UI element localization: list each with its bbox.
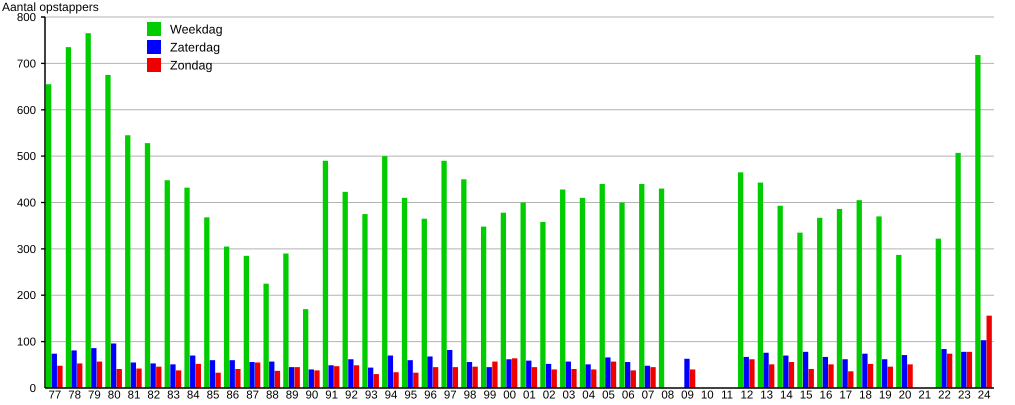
svg-text:99: 99 [483, 390, 496, 401]
svg-text:0: 0 [30, 383, 36, 395]
svg-text:06: 06 [622, 390, 635, 401]
svg-text:89: 89 [286, 390, 299, 401]
svg-text:05: 05 [602, 390, 615, 401]
svg-text:400: 400 [17, 198, 36, 210]
svg-text:78: 78 [68, 390, 81, 401]
svg-text:79: 79 [88, 390, 101, 401]
svg-text:17: 17 [839, 390, 852, 401]
svg-text:23: 23 [958, 390, 971, 401]
svg-text:85: 85 [207, 390, 220, 401]
svg-text:87: 87 [246, 390, 259, 401]
svg-text:84: 84 [187, 390, 200, 401]
svg-text:91: 91 [325, 390, 338, 401]
svg-text:500: 500 [17, 151, 36, 163]
svg-text:03: 03 [563, 390, 576, 401]
svg-text:90: 90 [306, 390, 319, 401]
svg-text:80: 80 [108, 390, 121, 401]
svg-text:04: 04 [582, 390, 595, 401]
svg-text:Zaterdag: Zaterdag [170, 41, 220, 55]
svg-text:86: 86 [226, 390, 239, 401]
svg-text:02: 02 [543, 390, 556, 401]
svg-text:16: 16 [820, 390, 833, 401]
svg-text:22: 22 [938, 390, 951, 401]
svg-text:96: 96 [424, 390, 437, 401]
svg-text:600: 600 [17, 105, 36, 117]
svg-text:82: 82 [147, 390, 160, 401]
svg-text:81: 81 [128, 390, 141, 401]
svg-text:15: 15 [800, 390, 813, 401]
svg-text:83: 83 [167, 390, 180, 401]
svg-text:200: 200 [17, 290, 36, 302]
svg-text:97: 97 [444, 390, 457, 401]
svg-text:94: 94 [385, 390, 398, 401]
svg-text:12: 12 [740, 390, 753, 401]
svg-text:18: 18 [859, 390, 872, 401]
svg-text:100: 100 [17, 337, 36, 349]
svg-text:300: 300 [17, 244, 36, 256]
svg-text:77: 77 [48, 390, 61, 401]
svg-text:92: 92 [345, 390, 358, 401]
svg-text:13: 13 [760, 390, 773, 401]
svg-text:Aantal opstappers: Aantal opstappers [2, 0, 99, 14]
svg-text:24: 24 [978, 390, 991, 401]
svg-text:00: 00 [503, 390, 516, 401]
svg-text:14: 14 [780, 390, 793, 401]
svg-text:19: 19 [879, 390, 892, 401]
svg-text:21: 21 [918, 390, 931, 401]
svg-text:20: 20 [899, 390, 912, 401]
svg-text:10: 10 [701, 390, 714, 401]
svg-text:09: 09 [681, 390, 694, 401]
svg-text:08: 08 [661, 390, 674, 401]
svg-text:98: 98 [464, 390, 477, 401]
svg-text:700: 700 [17, 58, 36, 70]
svg-text:95: 95 [404, 390, 417, 401]
svg-text:01: 01 [523, 390, 536, 401]
svg-text:11: 11 [721, 390, 733, 401]
svg-text:07: 07 [642, 390, 655, 401]
svg-text:93: 93 [365, 390, 378, 401]
svg-text:88: 88 [266, 390, 279, 401]
svg-text:Weekdag: Weekdag [170, 23, 223, 37]
svg-text:Zondag: Zondag [170, 59, 212, 73]
